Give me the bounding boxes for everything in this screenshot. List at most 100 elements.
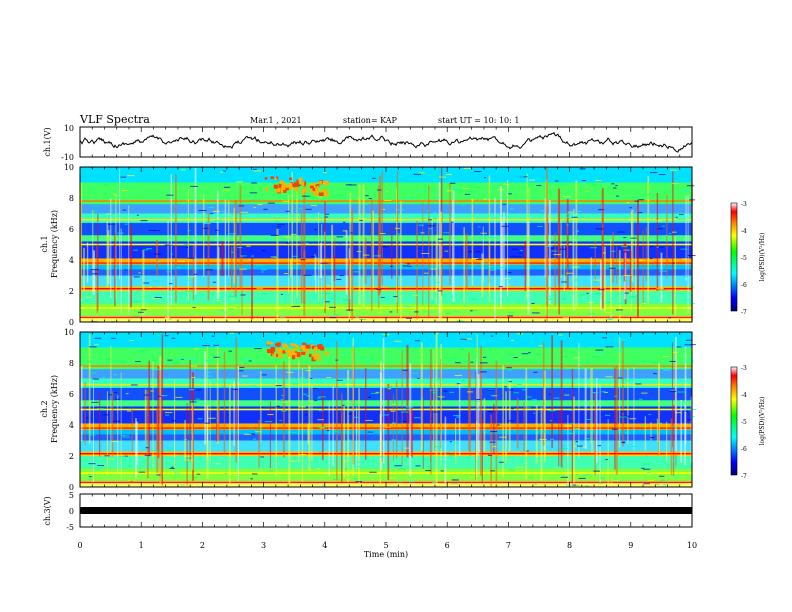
noise-speck [414,311,419,313]
noise-speck [495,342,501,344]
noise-speck [85,417,89,419]
chorus-element [324,351,329,356]
noise-speck [652,362,659,364]
sferic-streak [524,240,527,292]
noise-speck [223,170,227,172]
noise-speck [316,257,322,259]
noise-speck [203,223,211,225]
noise-speck [549,295,553,297]
noise-speck [634,200,639,202]
noise-speck [563,196,571,198]
sferic-streak [594,241,596,284]
noise-speck [584,438,592,440]
noise-speck [194,348,199,350]
noise-speck [143,444,149,446]
noise-speck [121,190,129,192]
sferic-streak [156,240,159,277]
noise-speck [275,385,282,387]
noise-speck [174,472,181,474]
noise-speck [574,279,579,281]
noise-speck [255,264,264,266]
noise-speck [398,175,405,177]
noise-speck [290,460,297,462]
noise-speck [261,406,264,408]
noise-speck [464,385,471,387]
chorus-element [291,348,296,354]
sferic-streak [209,380,211,464]
noise-speck [518,252,522,254]
freq-band [80,456,692,469]
noise-speck [190,185,198,187]
noise-speck [193,273,197,275]
x-tick-0: 0 [77,541,82,550]
noise-speck [561,183,566,185]
ch1-waveform-panel: 10 -10 ch.1(V) [43,124,693,162]
noise-speck [624,432,629,434]
chorus-element [294,187,299,192]
noise-speck [463,188,469,190]
noise-speck [155,334,161,336]
sferic-streak [347,369,350,482]
noise-speck [668,232,672,234]
sferic-streak [528,187,530,288]
noise-speck [274,469,278,471]
noise-speck [211,335,215,337]
noise-speck [89,346,97,348]
noise-speck [327,336,332,338]
sferic-streak [224,199,227,319]
noise-speck [356,461,365,463]
noise-speck [551,250,558,252]
noise-speck [642,361,647,363]
sferic-streak [656,193,659,292]
freq-band [80,347,692,370]
sferic-streak [411,410,413,458]
sferic-streak [429,366,432,462]
noise-speck [451,479,456,481]
noise-speck [687,465,691,467]
chorus-element [308,353,312,358]
noise-speck [498,436,507,438]
noise-speck [418,173,424,175]
station-label: station= KAP [343,116,398,125]
noise-speck [487,389,494,391]
noise-speck [592,184,598,186]
noise-speck [453,264,456,266]
noise-speck [414,267,420,269]
noise-speck [453,442,460,444]
noise-speck [271,182,276,184]
noise-speck [347,297,352,299]
chorus-element [298,177,303,182]
noise-speck [565,425,572,427]
noise-speck [314,228,317,230]
x-tick-4: 4 [322,541,327,550]
sferic-streak [455,418,457,464]
noise-speck [254,431,261,433]
sferic-streak [191,403,194,470]
noise-speck [631,196,639,198]
noise-speck [616,349,624,351]
noise-speck [152,230,161,232]
noise-speck [503,386,507,388]
chorus-element [279,180,284,185]
sferic-streak [614,367,616,470]
sferic-streak [551,335,554,449]
chorus-element [318,192,324,197]
noise-speck [326,284,331,286]
noise-speck [377,311,383,313]
noise-speck [221,211,226,213]
sferic-streak [86,242,89,283]
noise-speck [350,232,353,234]
noise-speck [249,433,255,435]
sferic-streak [152,360,154,468]
noise-speck [380,296,385,298]
noise-speck [397,481,403,483]
sferic-streak [396,171,399,314]
noise-speck [691,416,696,418]
noise-speck [513,356,518,358]
noise-speck [214,405,222,407]
noise-speck [323,293,331,295]
noise-speck [257,339,263,341]
x-tick-1: 1 [139,541,144,550]
noise-speck [669,389,676,391]
noise-speck [622,442,626,444]
